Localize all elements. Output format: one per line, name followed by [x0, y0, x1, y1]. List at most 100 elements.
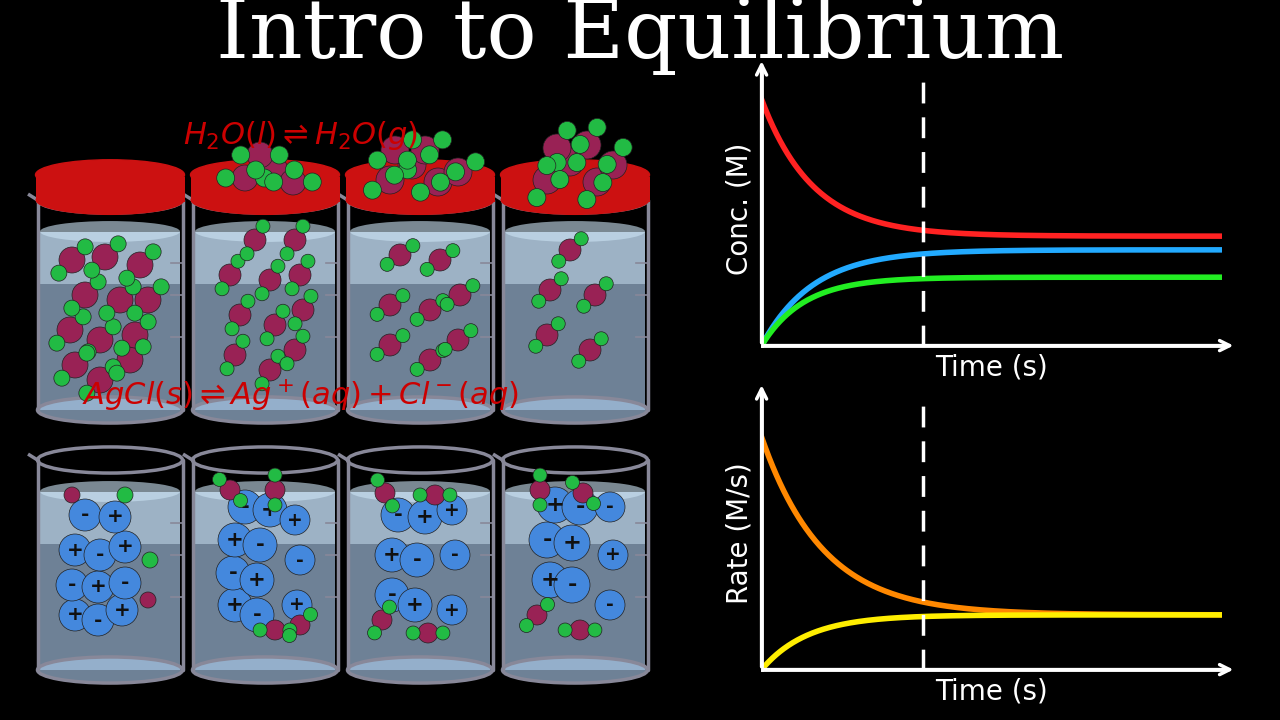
Circle shape [61, 352, 88, 378]
Circle shape [614, 138, 632, 156]
Circle shape [398, 588, 433, 622]
Circle shape [49, 335, 65, 351]
Circle shape [419, 623, 438, 643]
Ellipse shape [347, 397, 493, 423]
Circle shape [230, 254, 244, 269]
Circle shape [127, 305, 143, 321]
Circle shape [59, 534, 91, 566]
Bar [195, 492, 335, 670]
Circle shape [532, 498, 547, 512]
Circle shape [375, 483, 396, 503]
Text: +: + [563, 533, 581, 553]
Circle shape [532, 468, 547, 482]
Circle shape [529, 339, 543, 354]
Circle shape [438, 342, 452, 356]
Circle shape [436, 495, 467, 525]
Circle shape [434, 131, 452, 149]
Circle shape [599, 276, 613, 291]
Bar [506, 232, 645, 410]
Circle shape [109, 365, 125, 381]
Text: +: + [287, 510, 303, 529]
Circle shape [255, 377, 269, 391]
Circle shape [381, 498, 415, 532]
Circle shape [572, 354, 586, 368]
Circle shape [410, 362, 424, 377]
Circle shape [145, 244, 161, 260]
Circle shape [87, 327, 113, 353]
Circle shape [444, 158, 472, 186]
Circle shape [284, 339, 306, 361]
Circle shape [241, 598, 274, 632]
Circle shape [114, 340, 129, 356]
Circle shape [538, 487, 573, 523]
Circle shape [140, 592, 156, 608]
Circle shape [379, 294, 401, 316]
Circle shape [127, 252, 154, 278]
Bar [506, 492, 645, 544]
Text: +: + [116, 538, 133, 557]
Circle shape [577, 191, 596, 209]
Ellipse shape [349, 481, 490, 502]
Circle shape [381, 136, 410, 164]
Circle shape [59, 599, 91, 631]
Circle shape [440, 297, 454, 311]
Ellipse shape [346, 160, 494, 190]
Ellipse shape [506, 481, 645, 502]
Circle shape [419, 349, 442, 371]
Circle shape [554, 567, 590, 603]
Circle shape [383, 600, 397, 614]
Circle shape [575, 232, 589, 246]
Circle shape [436, 626, 449, 640]
Circle shape [241, 294, 255, 308]
Circle shape [247, 142, 273, 168]
Ellipse shape [37, 657, 183, 683]
Circle shape [599, 151, 627, 179]
Circle shape [259, 269, 282, 291]
Circle shape [598, 540, 628, 570]
Circle shape [556, 148, 584, 176]
Circle shape [265, 480, 285, 500]
Circle shape [109, 567, 141, 599]
Circle shape [77, 239, 93, 255]
Ellipse shape [503, 397, 648, 423]
Circle shape [570, 620, 590, 640]
Circle shape [225, 322, 239, 336]
Circle shape [247, 161, 265, 179]
Circle shape [398, 151, 426, 179]
Circle shape [119, 270, 134, 286]
Circle shape [538, 156, 556, 174]
Circle shape [259, 359, 282, 381]
Circle shape [87, 367, 113, 393]
Circle shape [244, 229, 266, 251]
Circle shape [594, 332, 608, 346]
Text: +: + [90, 577, 106, 596]
Text: -: - [567, 575, 577, 595]
Circle shape [303, 608, 317, 621]
Text: -: - [296, 551, 303, 570]
Circle shape [134, 287, 161, 313]
Bar [500, 177, 649, 202]
Circle shape [559, 239, 581, 261]
Circle shape [554, 525, 590, 561]
Bar [506, 492, 645, 670]
Circle shape [140, 314, 156, 330]
Circle shape [385, 166, 403, 184]
Text: -: - [575, 497, 585, 517]
Text: -: - [543, 530, 552, 550]
Circle shape [550, 171, 568, 189]
Circle shape [543, 134, 571, 162]
Circle shape [224, 344, 246, 366]
Circle shape [436, 595, 467, 625]
Circle shape [443, 488, 457, 502]
Bar [349, 492, 490, 544]
Circle shape [369, 151, 387, 169]
Circle shape [595, 590, 625, 620]
X-axis label: Time (s): Time (s) [936, 354, 1048, 382]
Circle shape [536, 324, 558, 346]
Circle shape [367, 626, 381, 640]
Circle shape [288, 317, 302, 330]
Circle shape [110, 236, 127, 252]
Circle shape [215, 282, 229, 296]
Circle shape [218, 588, 252, 622]
Circle shape [99, 305, 115, 321]
